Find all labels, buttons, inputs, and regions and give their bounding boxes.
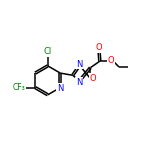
- Text: Cl: Cl: [44, 47, 52, 56]
- Text: N: N: [76, 78, 82, 87]
- Text: O: O: [108, 56, 114, 65]
- Text: N: N: [76, 60, 82, 69]
- Text: O: O: [90, 74, 96, 83]
- Text: CF₃: CF₃: [13, 83, 26, 92]
- Text: N: N: [57, 84, 64, 93]
- Text: O: O: [96, 43, 102, 52]
